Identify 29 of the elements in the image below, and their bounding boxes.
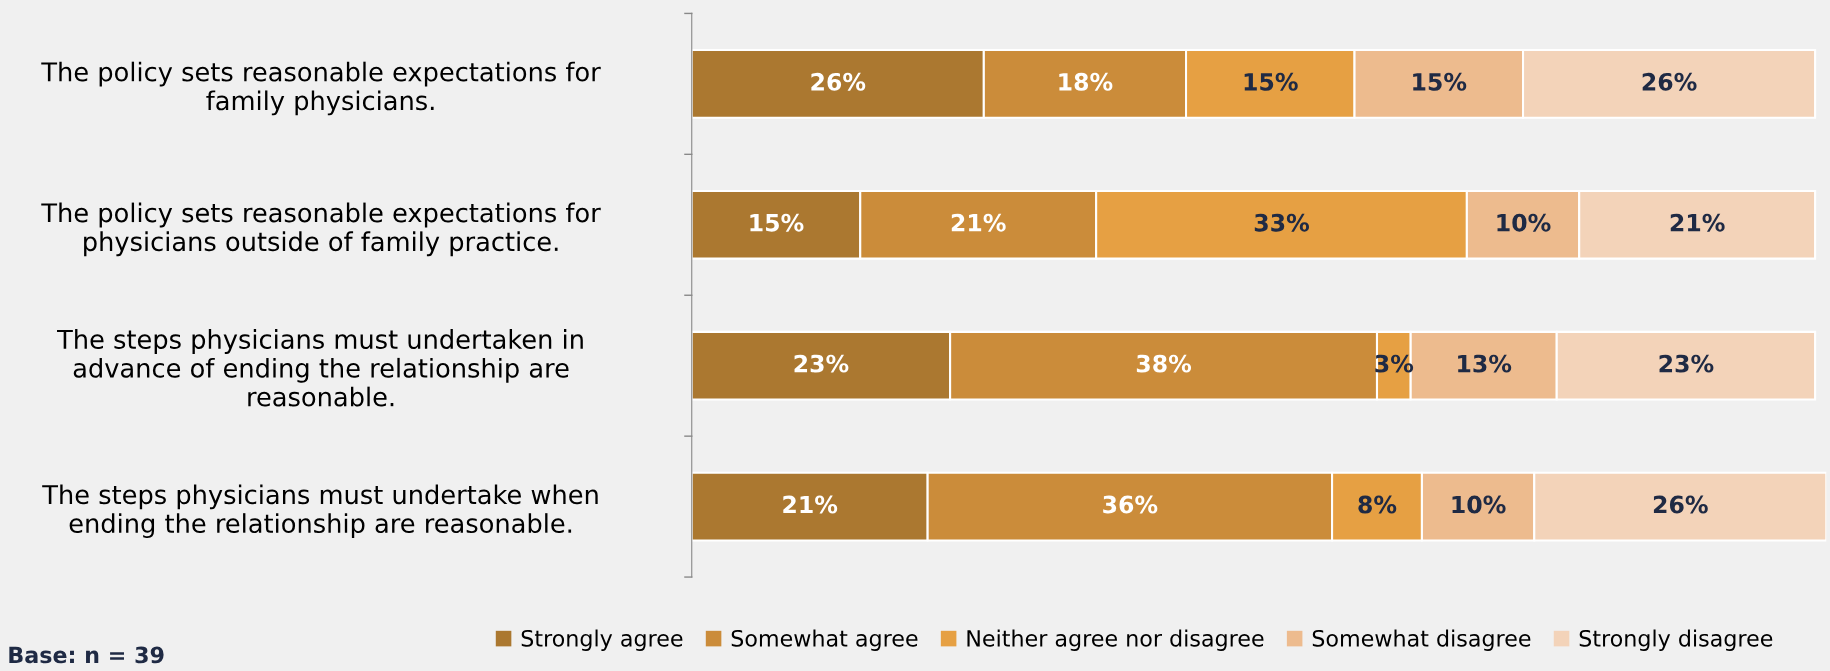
- data-label: 23%: [1659, 354, 1714, 373]
- y-tick-label: The policy sets reasonable expectations for family physicians.: [41, 61, 601, 116]
- data-label: 26%: [1653, 495, 1708, 514]
- data-label: 18%: [1059, 72, 1113, 91]
- data-label: 10%: [1452, 495, 1506, 514]
- data-label: 36%: [1103, 495, 1158, 514]
- data-label: 38%: [1136, 354, 1192, 373]
- text: Base: n = 39: [9, 646, 164, 664]
- legend-label: Somewhat agree: [731, 629, 918, 651]
- data-label: 13%: [1458, 354, 1512, 373]
- data-label: 15%: [750, 213, 804, 232]
- legend-label: Strongly disagree: [1579, 629, 1773, 651]
- data-label: 23%: [794, 354, 849, 373]
- legend-label: Strongly agree: [521, 629, 683, 651]
- data-label: 26%: [811, 72, 866, 91]
- data-label: 8%: [1358, 495, 1397, 514]
- y-tick-label: The steps physicians must undertaken in advance of ending the relationship are reasonable.: [57, 329, 583, 407]
- data-label: 15%: [1413, 72, 1467, 91]
- data-label: 15%: [1244, 72, 1298, 91]
- data-label: 33%: [1254, 213, 1310, 232]
- data-label: 21%: [1670, 213, 1725, 232]
- data-label: 26%: [1642, 72, 1697, 91]
- y-tick-label: The policy sets reasonable expectations for physicians outside of family practice.: [41, 202, 601, 257]
- data-label: 10%: [1497, 213, 1551, 232]
- legend-label: Somewhat disagree: [1312, 629, 1531, 651]
- y-tick-label: The steps physicians must undertake when ending the relationship are reasonable.: [42, 484, 598, 539]
- legend-label: Neither agree nor disagree: [967, 629, 1264, 651]
- data-label: 21%: [783, 495, 838, 514]
- data-label: 21%: [951, 213, 1006, 232]
